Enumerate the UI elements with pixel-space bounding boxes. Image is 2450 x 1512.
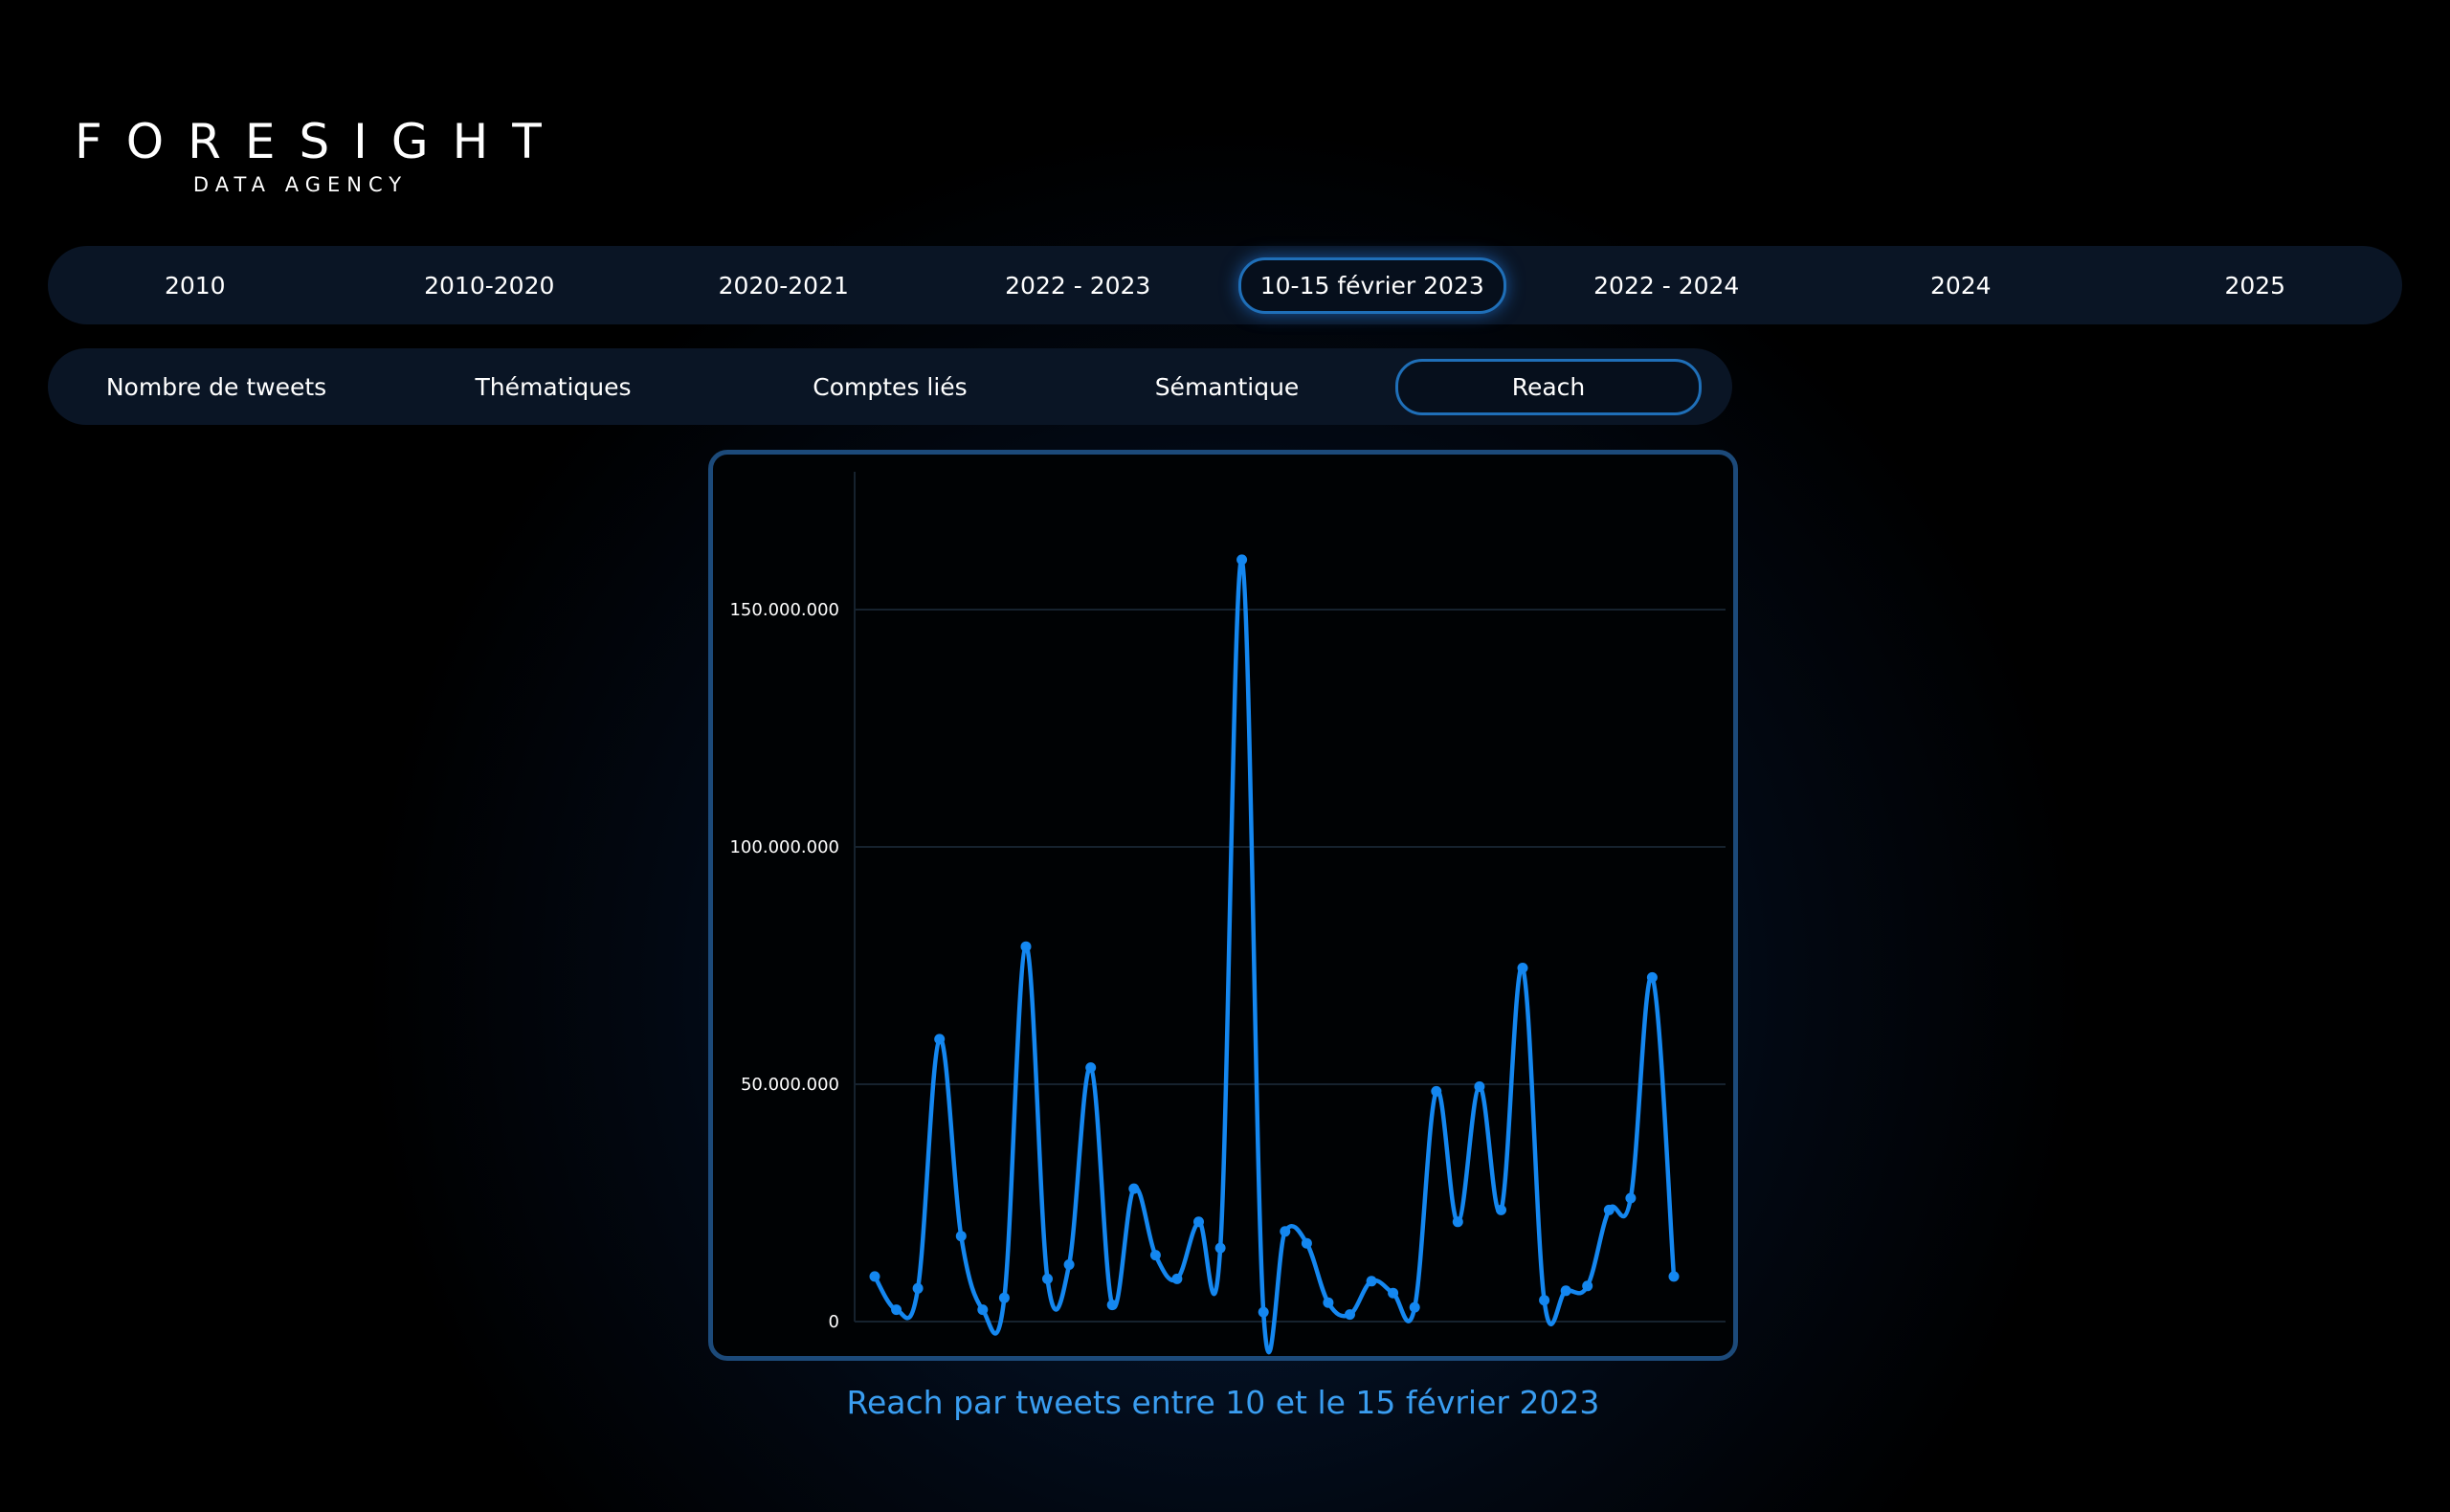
metric-tab-label: Comptes liés [813,372,968,401]
y-axis-tick-labels: 0 50.000.000 100.000.000 150.000.000 [729,600,839,1332]
reach-data-point [1603,1204,1615,1215]
reach-data-point [869,1271,880,1282]
metric-tab-thematiques[interactable]: Thématiques [385,348,722,425]
reach-series [872,557,1677,1355]
metric-tab-bar: Nombre de tweets Thématiques Comptes lié… [48,348,1732,425]
reach-data-point [1560,1285,1571,1297]
y-tick-label: 150.000.000 [729,600,839,620]
reach-data-point [1625,1192,1637,1204]
reach-data-point [1171,1273,1183,1284]
chart-caption: Reach par tweets entre 10 et le 15 févri… [846,1384,1600,1421]
metric-tab-label: Nombre de tweets [105,372,327,401]
metric-tab-comptes-lies[interactable]: Comptes liés [722,348,1058,425]
period-tab-2010[interactable]: 2010 [48,246,343,324]
reach-data-points [869,554,1680,1321]
reach-data-point [1474,1081,1485,1092]
period-tab-label: 2010 [164,271,226,300]
reach-data-point [1280,1226,1291,1237]
reach-data-point [1646,971,1658,983]
metric-tab-label-active: Reach [1395,358,1702,415]
reach-data-point [1388,1287,1399,1299]
reach-data-point [955,1231,967,1242]
period-tab-2022-2024[interactable]: 2022 - 2024 [1520,246,1815,324]
period-tab-label: 2022 - 2023 [1005,271,1151,300]
reach-data-point [1020,941,1032,952]
reach-data-point [1517,963,1528,973]
y-tick-label: 0 [829,1312,839,1332]
period-tab-2010-2020[interactable]: 2010-2020 [343,246,637,324]
metric-tab-label: Sémantique [1154,372,1300,401]
reach-data-point [1345,1309,1355,1321]
reach-data-point [1106,1300,1118,1311]
y-tick-label: 100.000.000 [729,837,839,857]
reach-data-point [1301,1237,1312,1249]
period-tab-bar: 2010 2010-2020 2020-2021 2022 - 2023 10-… [48,246,2402,324]
metric-tab-label: Thématiques [475,372,632,401]
reach-data-point [912,1282,924,1294]
reach-data-point [998,1292,1010,1303]
reach-data-point [1409,1301,1420,1313]
reach-data-point [1539,1295,1550,1306]
period-tab-label: 2022 - 2024 [1593,271,1740,300]
reach-data-point [1149,1250,1161,1261]
period-tab-2022-2023[interactable]: 2022 - 2023 [931,246,1226,324]
reach-data-point [891,1304,902,1316]
reach-data-point [1366,1276,1377,1287]
reach-data-point [1582,1280,1593,1292]
reach-data-point [1496,1204,1506,1215]
y-tick-label: 50.000.000 [741,1075,839,1095]
period-tab-label: 2010-2020 [424,271,555,300]
reach-data-point [1258,1306,1269,1318]
metric-tab-nombre-de-tweets[interactable]: Nombre de tweets [48,348,385,425]
period-tab-label: 2025 [2224,271,2286,300]
period-tab-10-15-fevrier-2023[interactable]: 10-15 février 2023 [1225,246,1520,324]
brand-logo: FORESIGHT DATA AGENCY [75,113,542,197]
period-tab-2025[interactable]: 2025 [2108,246,2403,324]
metric-tab-reach[interactable]: Reach [1395,348,1702,425]
reach-data-point [977,1304,989,1316]
metric-tab-semantique[interactable]: Sémantique [1058,348,1395,425]
period-tab-label: 2024 [1929,271,1992,300]
period-tab-2020-2021[interactable]: 2020-2021 [636,246,931,324]
reach-data-point [1452,1216,1463,1228]
reach-data-point [1128,1183,1140,1194]
period-tab-2024[interactable]: 2024 [1814,246,2108,324]
chart-gridlines [855,609,1726,1323]
reach-data-point [1431,1085,1442,1097]
reach-data-point [1668,1271,1680,1282]
reach-series-line [872,557,1677,1355]
period-tab-label-active: 10-15 février 2023 [1237,256,1506,314]
reach-data-point [1193,1216,1204,1228]
brand-tagline: DATA AGENCY [192,173,409,196]
reach-data-point [1042,1273,1053,1284]
reach-line-chart: 0 50.000.000 100.000.000 150.000.000 [729,472,1726,1355]
reach-data-point [1323,1297,1334,1308]
reach-data-point [1085,1062,1097,1074]
reach-chart-panel: 0 50.000.000 100.000.000 150.000.000 [708,450,1738,1361]
reach-data-point [934,1034,946,1045]
period-tab-label: 2020-2021 [718,271,849,300]
reach-data-point [1214,1242,1226,1254]
reach-data-point [1063,1259,1075,1270]
reach-data-point [1236,554,1248,566]
brand-name: FORESIGHT [75,114,566,169]
